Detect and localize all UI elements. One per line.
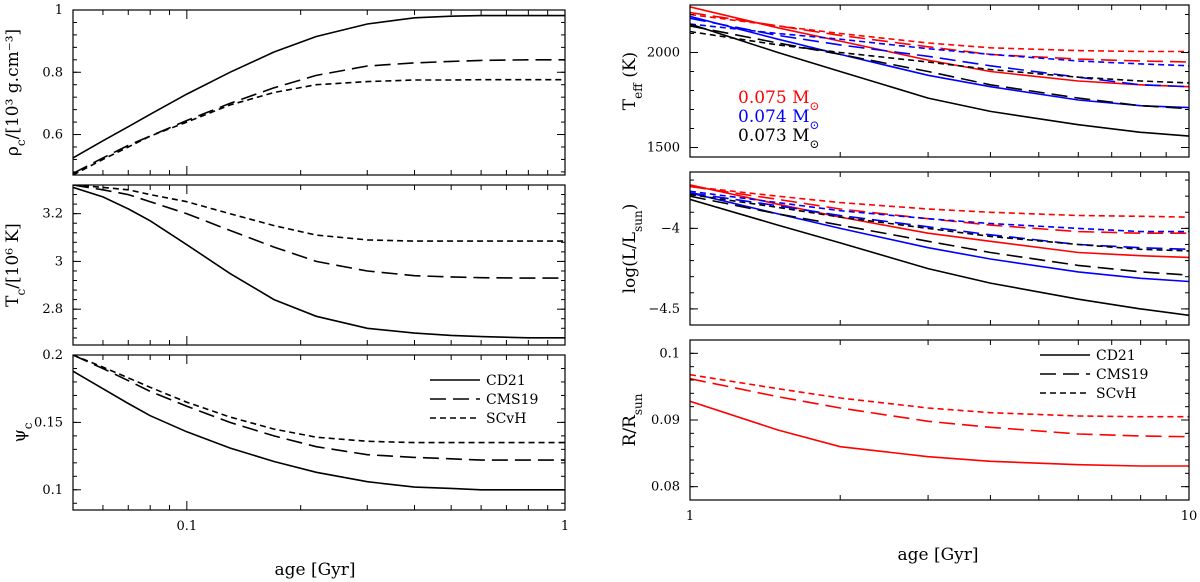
series-scvh-0073-psi bbox=[73, 355, 565, 444]
series-scvh-0074-teff bbox=[690, 23, 1189, 67]
series-scvh-0074-lum bbox=[690, 190, 1189, 233]
xtick-label-radius: 10 bbox=[1181, 509, 1198, 524]
series-scvh-0073-teff bbox=[690, 30, 1189, 84]
legend-label-cms19: CMS19 bbox=[1096, 367, 1148, 383]
series-cd21-0073-rho bbox=[73, 14, 565, 159]
ytick-label-tc: 2.8 bbox=[42, 302, 63, 317]
ylabel-tc: Tc/[10⁶ K] bbox=[3, 223, 28, 307]
curves-radius bbox=[690, 373, 1189, 467]
legend-right: CD21 CMS19 SCvH bbox=[1040, 348, 1148, 402]
series-cms19-0073-teff bbox=[690, 25, 1189, 110]
ytick-label-rho: 0.8 bbox=[42, 65, 63, 80]
series-cms19-0075-lum bbox=[690, 185, 1189, 234]
series-cd21-0075-radius bbox=[690, 400, 1189, 467]
xtick-label-psi: 0.1 bbox=[176, 519, 197, 534]
panel-lum: −4.5 −4 log(L/Lsun) bbox=[620, 171, 1190, 326]
panel-psi: 0.1 0.15 0.2 0.1 1 ψc bbox=[10, 348, 569, 534]
series-cms19-0075-radius bbox=[690, 377, 1189, 438]
left-x-axis-label: age [Gyr] bbox=[274, 560, 355, 580]
ytick-label-psi: 0.15 bbox=[34, 415, 63, 430]
ylabel-radius: R/Rsun bbox=[620, 393, 645, 446]
ytick-label-lum: −4.5 bbox=[648, 302, 680, 317]
ylabel-rho: ρc/[10³ g.cm⁻³] bbox=[3, 29, 28, 156]
series-scvh-0075-radius bbox=[690, 373, 1189, 418]
frame-radius bbox=[689, 339, 1190, 501]
legend-label-cd21: CD21 bbox=[486, 373, 526, 389]
curves-lum bbox=[690, 184, 1189, 317]
frame-lum bbox=[689, 171, 1190, 326]
ytick-label-teff: 1500 bbox=[647, 141, 680, 156]
series-scvh-0073-rho bbox=[73, 78, 565, 175]
series-cms19-0074-teff bbox=[690, 17, 1189, 88]
legend-label-scvh: SCvH bbox=[486, 411, 526, 427]
series-scvh-0075-teff bbox=[690, 13, 1189, 53]
series-cms19-0073-lum bbox=[690, 195, 1189, 276]
mass-label-0073: 0.073 M⊙ bbox=[738, 126, 820, 151]
ytick-label-psi: 0.2 bbox=[42, 348, 63, 363]
ylabel-teff: Teff (K) bbox=[620, 52, 645, 110]
series-cms19-0073-tc bbox=[73, 185, 565, 279]
ytick-label-rho: 1 bbox=[55, 3, 63, 18]
xtick-label-psi: 1 bbox=[561, 519, 569, 534]
curves-teff bbox=[690, 6, 1189, 137]
legend-label-scvh: SCvH bbox=[1096, 386, 1136, 402]
xtick-label-radius: 1 bbox=[686, 509, 694, 524]
ytick-label-tc: 3 bbox=[55, 254, 63, 269]
mass-label-0074: 0.074 M⊙ bbox=[738, 107, 820, 132]
mass-label-0075: 0.075 M⊙ bbox=[738, 88, 820, 113]
panel-tc: 2.8 3 3.2 Tc/[10⁶ K] bbox=[3, 184, 566, 346]
ytick-label-teff: 2000 bbox=[647, 46, 680, 61]
curves-psi bbox=[73, 355, 565, 491]
panel-rho: 0.6 0.8 1 ρc/[10³ g.cm⁻³] bbox=[3, 3, 566, 176]
panel-radius: 0.08 0.09 0.1 1 10 R/Rsun bbox=[620, 339, 1198, 524]
series-scvh-0073-tc bbox=[73, 185, 565, 242]
ytick-label-radius: 0.09 bbox=[651, 413, 680, 428]
series-cms19-0073-psi bbox=[73, 355, 565, 461]
series-cms19-0075-teff bbox=[690, 11, 1189, 63]
frame-teff bbox=[689, 4, 1190, 158]
series-scvh-0075-lum bbox=[690, 185, 1189, 218]
ylabel-psi: ψc bbox=[10, 422, 35, 442]
series-cd21-0073-tc bbox=[73, 186, 565, 339]
legend-label-cd21: CD21 bbox=[1096, 348, 1136, 364]
ylabel-lum: log(L/Lsun) bbox=[620, 204, 645, 294]
series-cd21-0073-teff bbox=[690, 23, 1189, 137]
series-cms19-0073-rho bbox=[73, 58, 565, 175]
series-scvh-0073-lum bbox=[690, 193, 1189, 252]
series-cd21-0073-lum bbox=[690, 198, 1189, 317]
series-cd21-0073-psi bbox=[73, 370, 565, 491]
ytick-label-rho: 0.6 bbox=[42, 128, 63, 143]
ytick-label-radius: 0.08 bbox=[651, 480, 680, 495]
frame-rho bbox=[72, 9, 566, 176]
frame-psi bbox=[72, 354, 566, 511]
ytick-label-lum: −4 bbox=[661, 221, 680, 236]
mass-legend: 0.075 M⊙0.074 M⊙0.073 M⊙ bbox=[738, 88, 820, 151]
series-cd21-0075-lum bbox=[690, 184, 1189, 259]
ytick-label-psi: 0.1 bbox=[42, 483, 63, 498]
ytick-label-tc: 3.2 bbox=[42, 207, 63, 222]
legend-left: CD21 CMS19 SCvH bbox=[430, 373, 538, 427]
ytick-label-radius: 0.1 bbox=[659, 346, 680, 361]
frame-tc bbox=[72, 184, 566, 346]
curves-rho bbox=[73, 14, 565, 175]
right-x-axis-label: age [Gyr] bbox=[897, 545, 978, 565]
legend-label-cms19: CMS19 bbox=[486, 392, 538, 408]
series-cms19-0074-lum bbox=[690, 192, 1189, 251]
curves-tc bbox=[73, 185, 565, 339]
